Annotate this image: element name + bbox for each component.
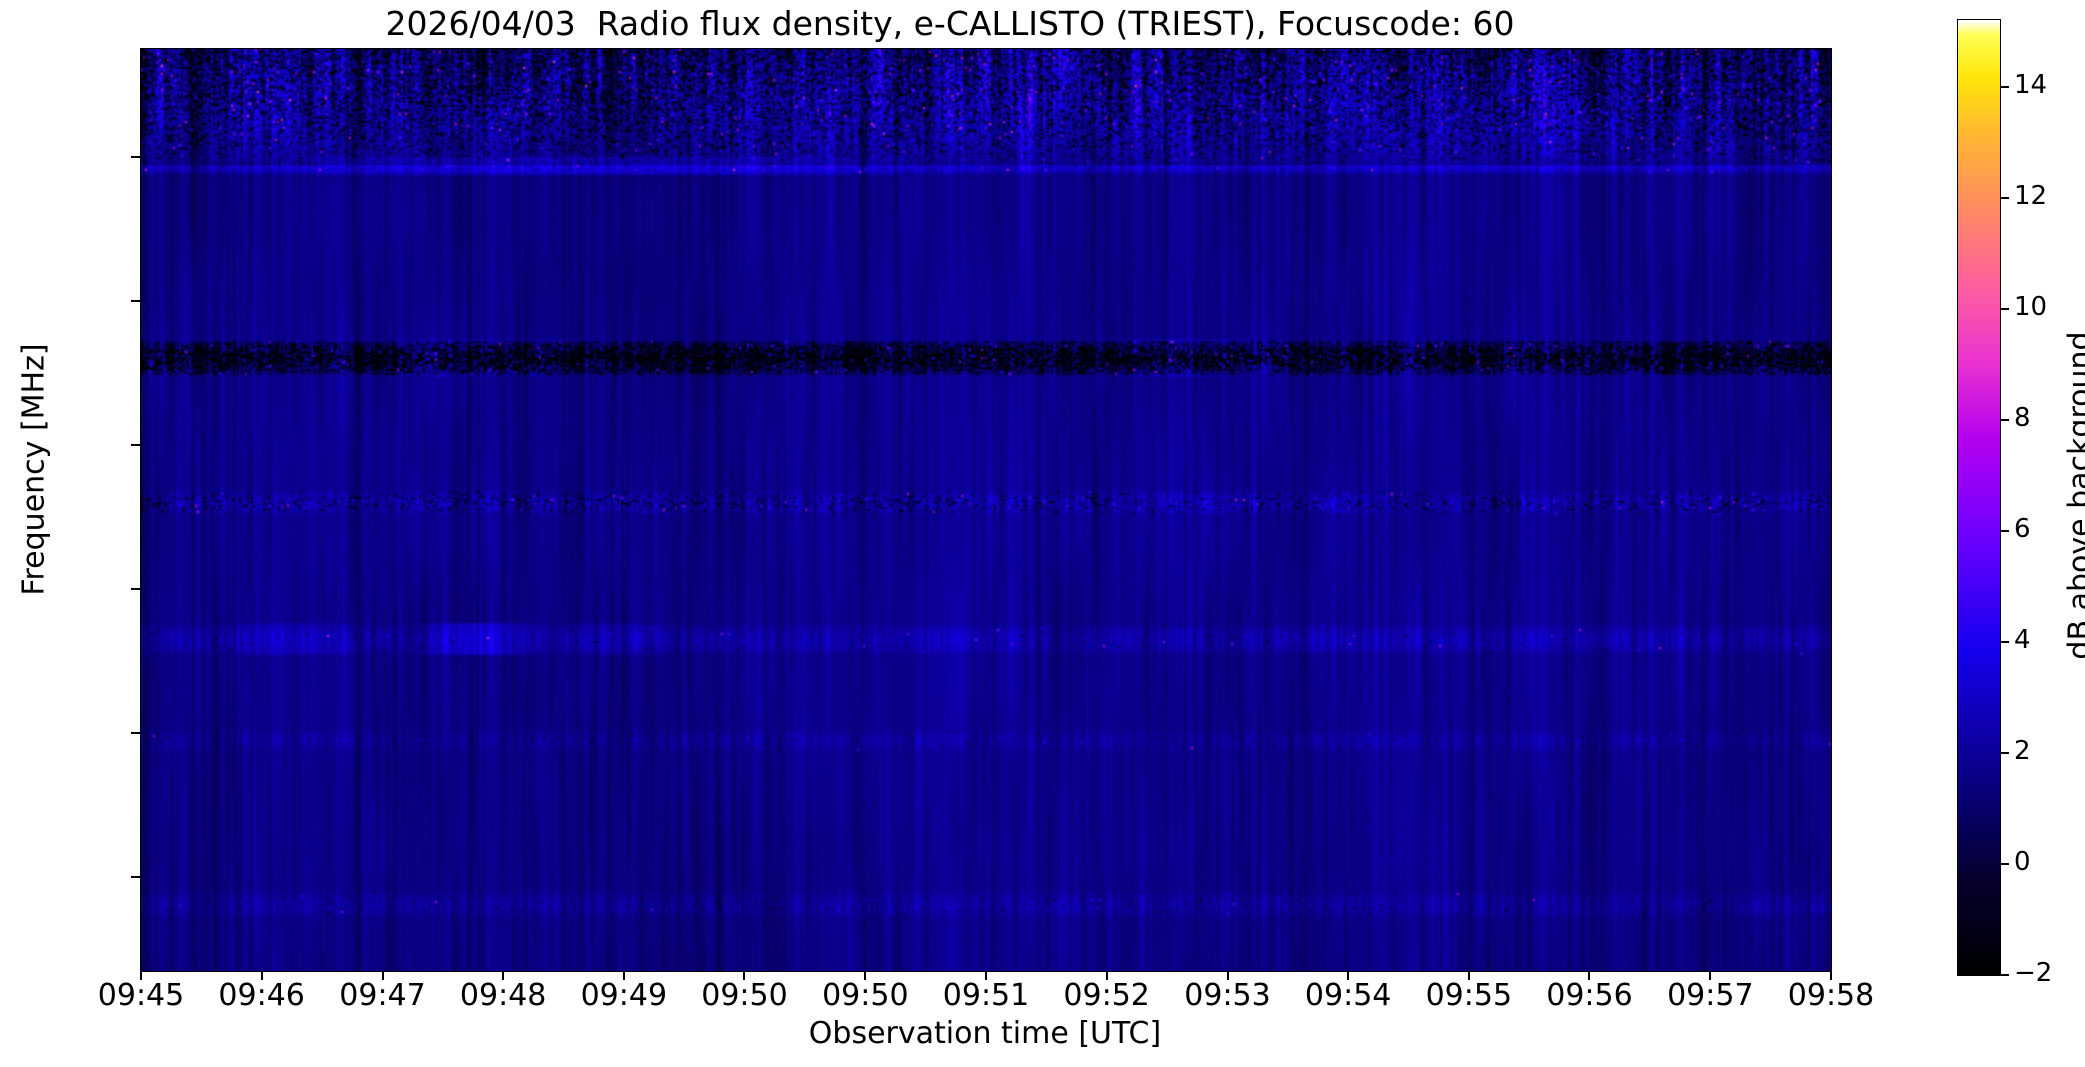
- colorbar-tick-label: 6: [2014, 513, 2031, 544]
- x-axis-tick-mark: [1105, 971, 1108, 980]
- x-axis-tick-mark: [260, 971, 263, 980]
- colorbar-tick-mark: [2000, 529, 2009, 532]
- x-axis-tick-mark: [622, 971, 625, 980]
- y-axis-tick-mark: [131, 732, 140, 735]
- x-axis-tick-label: 09:46: [218, 978, 305, 1013]
- colorbar-tick-mark: [2000, 640, 2009, 643]
- colorbar-label: dB above background: [2062, 331, 2085, 660]
- colorbar-tick-label: −2: [2014, 958, 2053, 988]
- spectrogram-image: [141, 49, 1831, 971]
- x-axis-tick-mark: [381, 971, 384, 980]
- colorbar-tick-mark: [2000, 862, 2009, 865]
- x-axis-tick-label: 09:45: [97, 978, 185, 1013]
- colorbar-tick-label: 0: [2014, 846, 2031, 877]
- x-axis-tick-label: 09:56: [1546, 978, 1633, 1013]
- spectrogram-plot-area[interactable]: [140, 48, 1832, 972]
- y-axis-tick-mark: [131, 588, 140, 591]
- x-axis-tick-mark: [1226, 971, 1229, 980]
- x-axis-tick-label: 09:48: [459, 978, 547, 1013]
- x-axis-tick-mark: [864, 971, 867, 980]
- x-axis-tick-label: 09:57: [1667, 978, 1754, 1013]
- y-axis-tick-mark: [131, 156, 140, 159]
- x-axis-tick-mark: [1830, 971, 1832, 980]
- x-axis-tick-mark: [1709, 971, 1712, 980]
- colorbar-tick-label: 4: [2014, 624, 2031, 655]
- x-axis-tick-label: 09:51: [942, 978, 1030, 1013]
- y-axis-tick-mark: [131, 444, 140, 447]
- x-axis-tick-label: 09:50: [701, 978, 788, 1013]
- colorbar-tick-mark: [2000, 974, 2009, 976]
- colorbar-tick-mark: [2000, 196, 2009, 199]
- x-axis-tick-label: 09:49: [580, 978, 668, 1013]
- chart-title: 2026/04/03 Radio flux density, e-CALLIST…: [385, 4, 1515, 43]
- y-axis-tick-mark: [131, 300, 140, 303]
- x-axis-tick-mark: [1467, 971, 1470, 980]
- x-axis-tick-label: 09:55: [1425, 978, 1513, 1013]
- y-axis-tick-mark: [131, 876, 140, 879]
- x-axis-tick-mark: [140, 971, 142, 980]
- colorbar-tick-label: 10: [2014, 291, 2048, 322]
- x-axis-label: Observation time [UTC]: [808, 1016, 1162, 1051]
- x-axis-tick-mark: [1588, 971, 1591, 980]
- colorbar-tick-mark: [2000, 418, 2009, 421]
- colorbar-tick-mark: [2000, 85, 2009, 88]
- x-axis-tick-label: 09:47: [339, 978, 426, 1013]
- y-axis-label: Frequency [MHz]: [16, 343, 52, 596]
- x-axis-tick-label: 09:54: [1304, 978, 1392, 1013]
- x-axis-tick-label: 09:50: [822, 978, 909, 1013]
- colorbar-gradient: [1958, 20, 2000, 975]
- colorbar-tick-label: 14: [2014, 69, 2048, 100]
- x-axis-tick-mark: [985, 971, 987, 980]
- colorbar-tick-label: 8: [2014, 402, 2031, 433]
- x-axis-tick-mark: [1347, 971, 1350, 980]
- x-axis-tick-label: 09:53: [1184, 978, 1271, 1013]
- x-axis-tick-mark: [743, 971, 746, 980]
- colorbar-tick-mark: [2000, 751, 2009, 754]
- x-axis-tick-label: 09:52: [1063, 978, 1150, 1013]
- colorbar-tick-mark: [2000, 307, 2009, 310]
- colorbar[interactable]: [1957, 19, 2001, 976]
- colorbar-tick-label: 12: [2014, 180, 2048, 211]
- x-axis-tick-label: 09:58: [1787, 978, 1875, 1013]
- colorbar-tick-label: 2: [2014, 735, 2031, 766]
- x-axis-tick-mark: [502, 971, 505, 980]
